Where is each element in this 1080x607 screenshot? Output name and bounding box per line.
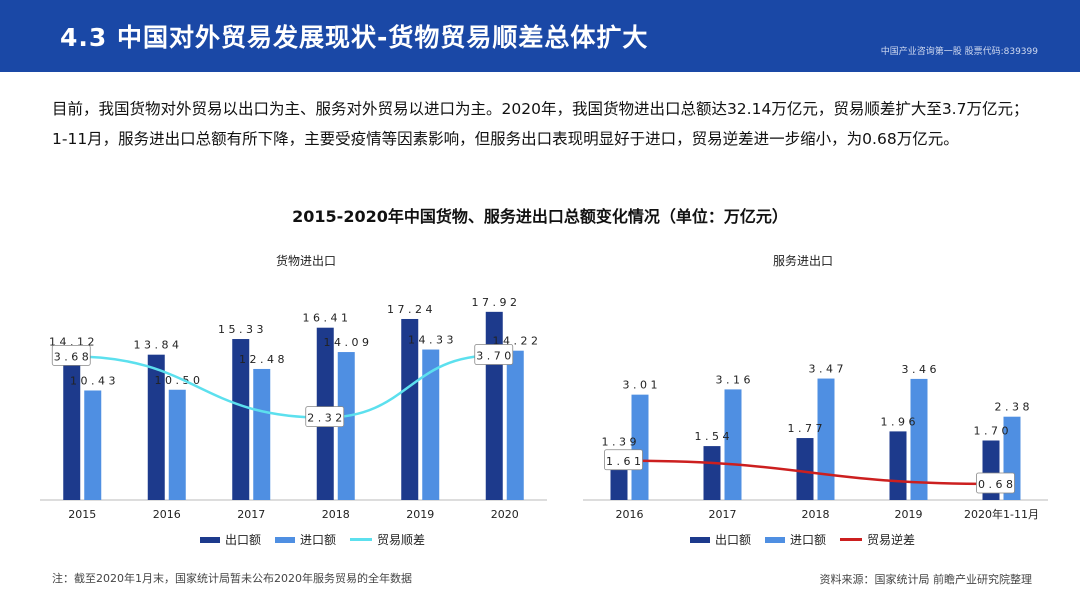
- export-bar: [889, 431, 907, 500]
- legend-export-label: 出口额: [225, 533, 262, 547]
- import-bar: [253, 368, 271, 500]
- services-legend: 出口额 进口额 贸易逆差: [690, 531, 929, 548]
- footer-note: 注：截至2020年1月末，国家统计局暂未公布2020年服务贸易的全年数据: [52, 572, 412, 585]
- legend-import: 进口额: [275, 531, 336, 548]
- legend-import-2: 进口额: [765, 531, 826, 548]
- import-bar: [724, 389, 742, 500]
- export-bar: [147, 354, 165, 500]
- export-value-label: 1 5 . 3 3: [218, 323, 263, 336]
- export-bar: [232, 339, 250, 500]
- legend-surplus-label: 贸易顺差: [377, 533, 426, 547]
- legend-deficit: 贸易逆差: [840, 531, 915, 548]
- legend-import-label-2: 进口额: [790, 533, 827, 547]
- import-value-label: 3 . 0 1: [623, 379, 658, 392]
- import-value-label: 1 4 . 3 3: [408, 334, 453, 347]
- line-value-label: 1 . 6 1: [606, 455, 641, 468]
- import-bar: [168, 389, 186, 500]
- x-tick-label: 2020年1-11月: [964, 507, 1039, 521]
- x-tick-label: 2018: [802, 508, 830, 521]
- import-bar: [631, 394, 649, 500]
- export-value-label: 1 7 . 9 2: [472, 296, 517, 309]
- line-value-label: 0 . 6 8: [978, 478, 1013, 491]
- header-subtitle: 中国产业咨询第一股 股票代码:839399: [880, 47, 1038, 57]
- import-value-label: 1 4 . 0 9: [324, 336, 369, 349]
- x-tick-label: 2016: [153, 508, 181, 521]
- x-tick-label: 2015: [68, 508, 96, 521]
- import-bar: [817, 378, 835, 500]
- x-tick-label: 2017: [237, 508, 265, 521]
- deficit-line: [623, 459, 996, 486]
- legend-import-swatch-2: [765, 536, 786, 543]
- import-value-label: 1 0 . 4 3: [70, 374, 115, 387]
- legend-deficit-swatch: [840, 538, 863, 541]
- export-bar: [796, 438, 814, 500]
- line-value-box: [51, 345, 91, 366]
- x-tick-label: 2020: [491, 508, 519, 521]
- import-bar: [422, 349, 440, 500]
- line-value-label: 3 . 7 0: [476, 350, 511, 363]
- export-value-label: 1 . 7 7: [788, 422, 823, 435]
- legend-export-swatch-2: [690, 536, 710, 543]
- legend-import-swatch: [275, 536, 296, 543]
- legend-surplus-swatch: [350, 538, 373, 541]
- x-tick-label: 2019: [406, 508, 434, 521]
- import-value-label: 2 . 3 8: [995, 401, 1030, 414]
- legend-deficit-label: 贸易逆差: [867, 533, 916, 547]
- import-bar: [506, 350, 524, 500]
- legend-import-label: 进口额: [300, 533, 337, 547]
- export-bar: [703, 446, 721, 500]
- goods-panel-title: 货物进出口: [276, 254, 337, 268]
- import-value-label: 1 2 . 4 8: [239, 353, 284, 366]
- goods-legend: 出口额 进口额 贸易顺差: [200, 531, 439, 548]
- x-tick-label: 2018: [322, 508, 350, 521]
- legend-export-label-2: 出口额: [715, 533, 752, 547]
- export-value-label: 1 7 . 2 4: [387, 303, 432, 316]
- line-value-box: [604, 449, 643, 471]
- export-value-label: 1 6 . 4 1: [303, 312, 348, 325]
- header-bar: 4.3 中国对外贸易发展现状-货物贸易顺差总体扩大 中国产业咨询第一股 股票代码…: [0, 0, 1080, 72]
- legend-surplus: 贸易顺差: [350, 531, 425, 548]
- import-value-label: 3 . 4 7: [809, 363, 844, 376]
- services-panel-title: 服务进出口: [773, 254, 834, 268]
- export-value-label: 1 . 3 9: [602, 435, 637, 448]
- import-bar: [337, 352, 355, 500]
- export-value-label: 1 . 7 0: [974, 425, 1009, 438]
- x-tick-label: 2017: [709, 508, 737, 521]
- line-value-box: [976, 472, 1015, 494]
- legend-export-swatch: [200, 536, 220, 543]
- import-value-label: 3 . 1 6: [716, 373, 751, 386]
- import-bar: [910, 378, 928, 500]
- import-bar: [84, 390, 102, 500]
- line-value-box: [474, 344, 514, 365]
- export-value-label: 1 . 9 6: [881, 415, 916, 428]
- line-value-box: [305, 406, 345, 428]
- line-value-label: 2 . 3 2: [307, 412, 342, 425]
- legend-export-2: 出口额: [690, 531, 751, 548]
- chart-main-title: 2015-2020年中国货物、服务进出口总额变化情况（单位：万亿元）: [292, 207, 788, 226]
- legend-export: 出口额: [200, 531, 261, 548]
- line-value-label: 3 . 6 8: [54, 350, 89, 363]
- intro-paragraph: 目前，我国货物对外贸易以出口为主、服务对外贸易以进口为主。2020年，我国货物进…: [52, 100, 1029, 148]
- export-bar: [401, 318, 419, 500]
- export-value-label: 1 . 5 4: [695, 430, 730, 443]
- footer-source: 资料来源：国家统计局 前瞻产业研究院整理: [819, 573, 1033, 586]
- export-value-label: 1 3 . 8 4: [134, 339, 179, 352]
- page-title: 4.3 中国对外贸易发展现状-货物贸易顺差总体扩大: [60, 23, 649, 52]
- services-chart: 1 . 3 9 3 . 0 1 2016 1 . 5 4 3 . 1 6 2017 1 . …: [583, 363, 1048, 521]
- export-bar: [63, 351, 81, 500]
- x-tick-label: 2019: [895, 508, 923, 521]
- x-tick-label: 2016: [616, 508, 644, 521]
- import-value-label: 3 . 4 6: [902, 363, 937, 376]
